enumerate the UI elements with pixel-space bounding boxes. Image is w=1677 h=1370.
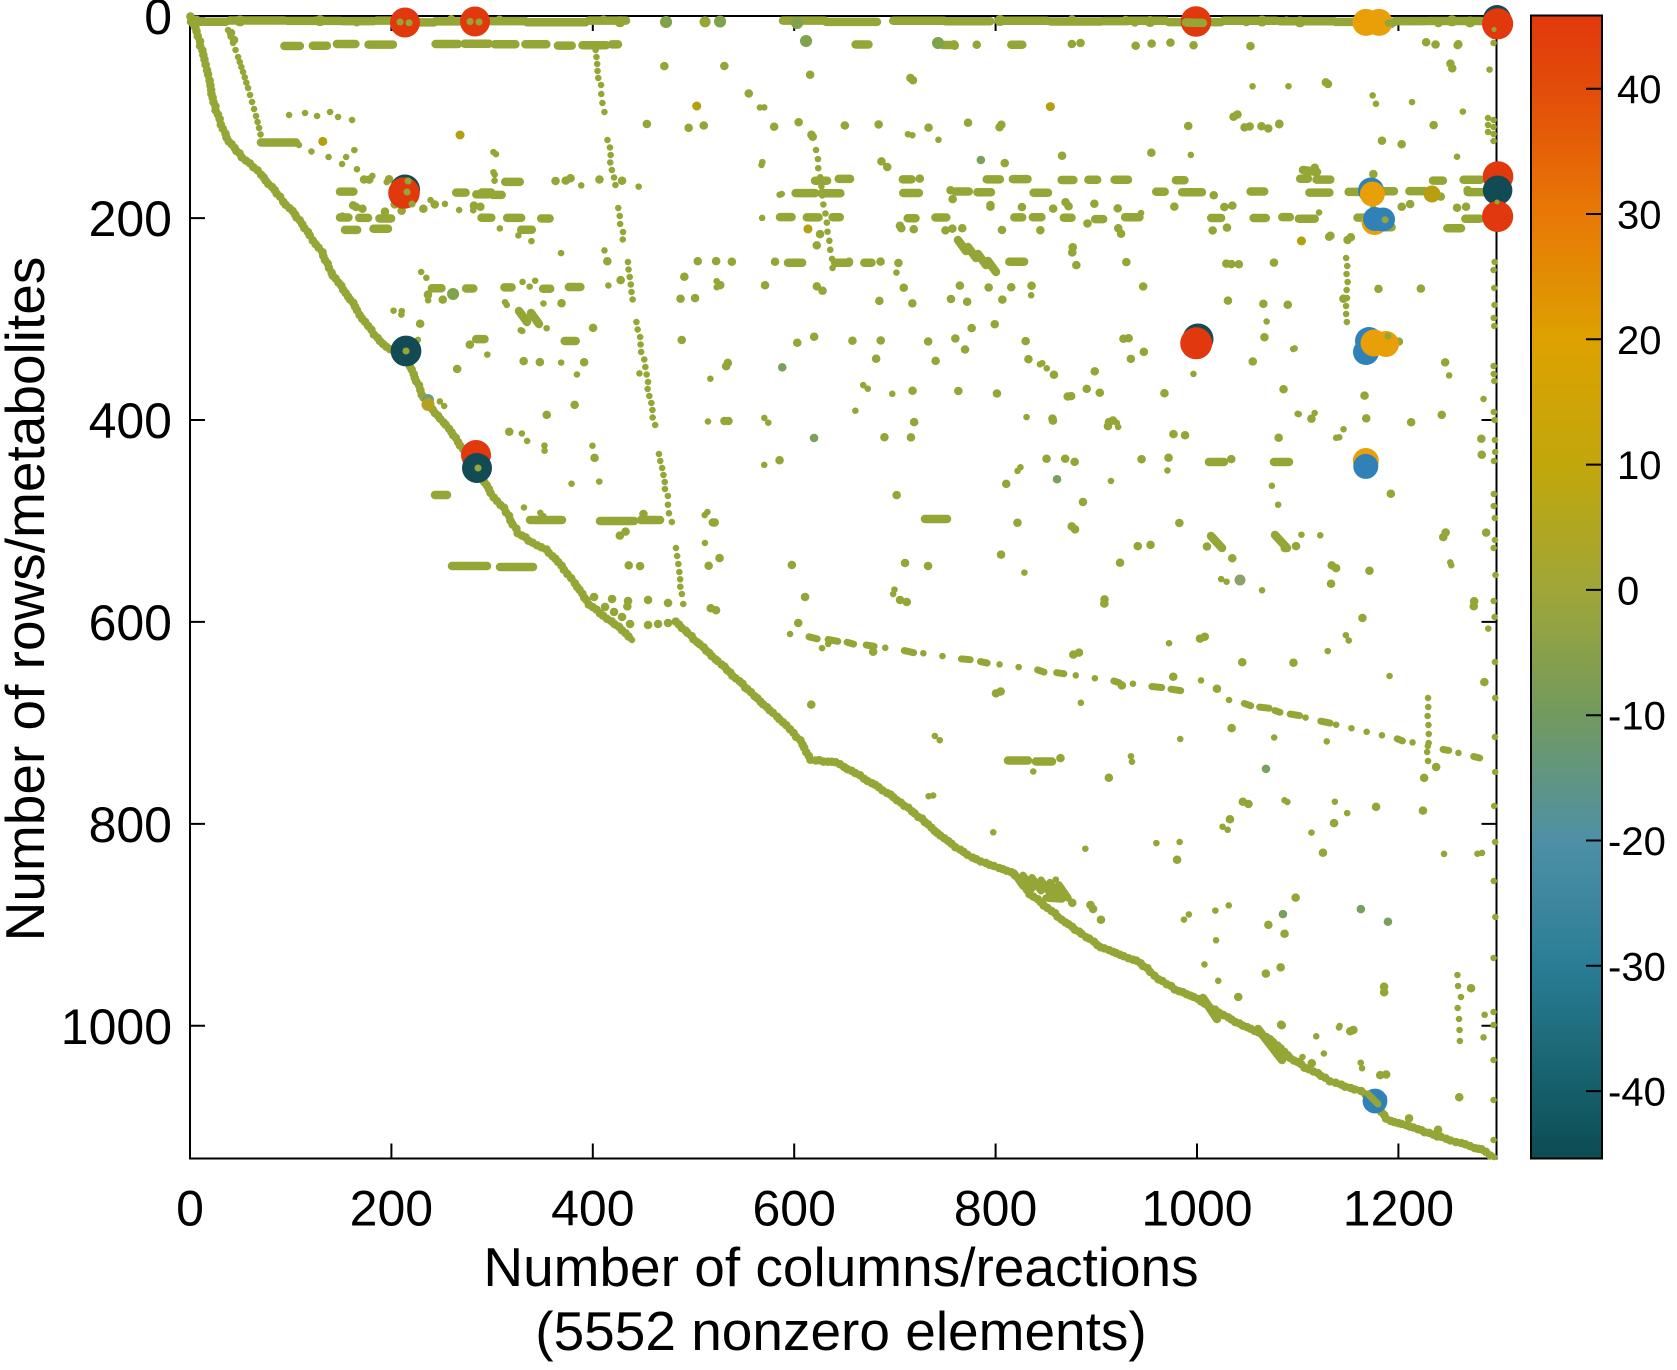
svg-text:1200: 1200 [1343,1181,1454,1237]
svg-text:0: 0 [1617,569,1639,613]
svg-text:0: 0 [176,1181,204,1237]
svg-text:200: 200 [89,191,172,247]
svg-text:800: 800 [89,797,172,853]
svg-text:600: 600 [752,1181,835,1237]
svg-text:1000: 1000 [1141,1181,1252,1237]
svg-text:10: 10 [1617,444,1662,488]
svg-text:Number of columns/reactions: Number of columns/reactions [483,1236,1198,1298]
svg-text:-40: -40 [1608,1071,1666,1115]
svg-text:0: 0 [144,0,172,45]
svg-text:Number of rows/metabolites: Number of rows/metabolites [0,257,56,942]
svg-text:600: 600 [89,595,172,651]
svg-text:-10: -10 [1608,695,1666,739]
svg-text:400: 400 [551,1181,634,1237]
svg-text:40: 40 [1617,68,1662,112]
svg-text:20: 20 [1617,319,1662,363]
svg-text:-20: -20 [1608,820,1666,864]
svg-text:800: 800 [954,1181,1037,1237]
svg-text:(5552 nonzero elements): (5552 nonzero elements) [535,1300,1146,1362]
svg-text:200: 200 [350,1181,433,1237]
svg-text:1000: 1000 [61,999,172,1055]
svg-text:400: 400 [89,393,172,449]
svg-text:30: 30 [1617,194,1662,238]
svg-text:-30: -30 [1608,945,1666,989]
